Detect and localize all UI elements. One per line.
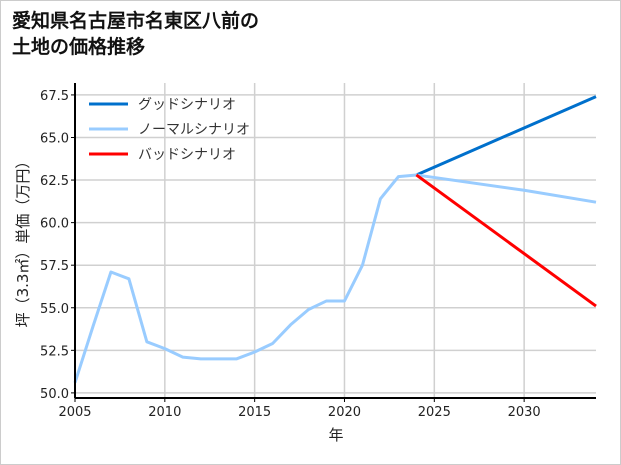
y-tick-label: 65.0 xyxy=(40,131,69,146)
x-axis-label: 年 xyxy=(328,426,343,444)
y-tick-label: 57.5 xyxy=(40,259,69,274)
series-line-2 xyxy=(415,173,597,308)
y-tick-label: 52.5 xyxy=(40,344,69,359)
x-tick-label: 2015 xyxy=(238,405,271,420)
chart-title-line-1: 愛知県名古屋市名東区八前の xyxy=(12,10,260,32)
legend-label: ノーマルシナリオ xyxy=(138,122,250,138)
y-tick-label: 55.0 xyxy=(40,302,69,317)
x-tick-label: 2010 xyxy=(148,405,181,420)
y-tick-label: 67.5 xyxy=(40,89,69,104)
x-tick-label: 2005 xyxy=(58,405,91,420)
y-tick-label: 50.0 xyxy=(40,387,69,402)
legend-label: バッドシナリオ xyxy=(138,147,236,163)
chart-title-line-2: 土地の価格推移 xyxy=(12,36,146,58)
series-line-1 xyxy=(73,173,597,384)
y-tick-label: 62.5 xyxy=(40,174,69,189)
series-line-0 xyxy=(415,95,597,177)
x-tick-label: 2025 xyxy=(418,405,451,420)
x-tick-label: 2030 xyxy=(508,405,541,420)
legend-label: グッドシナリオ xyxy=(138,97,236,113)
y-axis-label: 坪（3.3㎡）単価（万円） xyxy=(14,154,32,328)
x-tick-label: 2020 xyxy=(328,405,361,420)
y-tick-label: 60.0 xyxy=(40,217,69,232)
chart-title: 愛知県名古屋市名東区八前の 土地の価格推移 xyxy=(12,8,259,60)
